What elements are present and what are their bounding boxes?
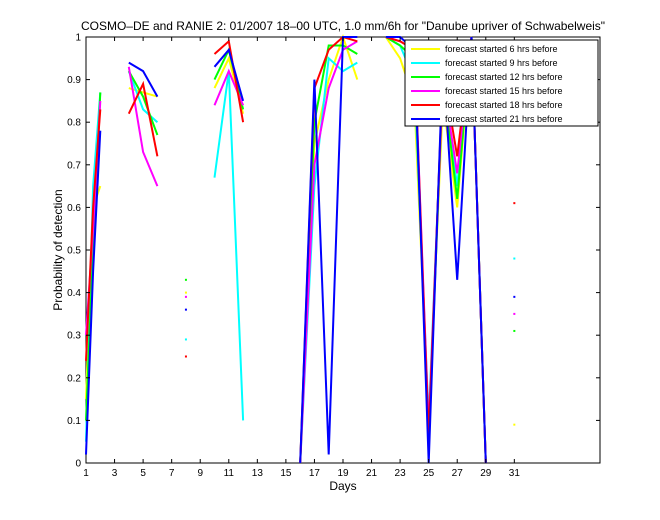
isolated-point [184,338,187,341]
x-tick-label: 17 [309,468,321,479]
series-line-segment [213,47,245,102]
x-tick-label: 15 [280,468,292,479]
series-line-segment [127,70,159,123]
isolated-point [513,295,516,298]
isolated-point [184,278,187,281]
x-tick-label: 31 [509,468,521,479]
series-line-segment [85,109,102,361]
isolated-point [184,295,187,298]
series-line-segment [85,130,102,455]
y-tick-label: 0.9 [67,75,81,86]
legend-entry-label: forecast started 9 hrs before [445,58,558,68]
x-tick-label: 1 [83,468,89,479]
series-line-segment [127,66,159,187]
y-tick-label: 0.6 [67,203,81,214]
x-tick-label: 11 [224,468,235,479]
y-axis-label: Probability of detection [51,189,65,310]
chart-title: COSMO–DE and RANIE 2: 01/2007 18–00 UTC,… [81,19,605,33]
isolated-point [184,308,187,311]
legend-entry-label: forecast started 18 hrs before [445,100,563,110]
series-line-segment [299,36,358,464]
isolated-point [513,312,516,315]
legend-entry-label: forecast started 15 hrs before [445,86,563,96]
y-axis-ticks: 0 0.1 0.2 0.3 0.4 0.5 0.6 0.7 0.8 0.9 1 [67,33,600,470]
legend-entry-label: forecast started 21 hrs before [445,114,563,124]
x-tick-label: 23 [395,468,407,479]
x-tick-label: 3 [112,468,118,479]
y-tick-label: 0.5 [67,246,81,257]
series-line-segment [127,80,159,157]
x-tick-label: 5 [140,468,146,479]
x-axis-label: Days [329,479,356,493]
y-tick-label: 0.3 [67,331,81,342]
y-tick-label: 0.4 [67,288,81,299]
legend-box [404,39,599,127]
y-tick-label: 1 [75,33,81,44]
y-tick-label: 0 [75,459,81,470]
x-tick-label: 9 [197,468,203,479]
isolated-point [184,355,187,358]
series-line-segment [128,61,159,98]
legend-entry-label: forecast started 6 hrs before [445,44,558,54]
y-tick-label: 0.8 [67,118,81,129]
isolated-point [513,257,516,260]
x-axis-ticks: 1 3 5 7 9 11 13 15 17 19 21 23 25 27 29 31 [83,37,520,479]
x-tick-label: 25 [423,468,435,479]
isolated-point [184,291,187,294]
x-tick-label: 13 [252,468,264,479]
isolated-point [513,423,516,426]
x-tick-label: 29 [480,468,492,479]
legend: forecast started 6 hrs before forecast st… [404,39,599,127]
x-tick-label: 27 [452,468,464,479]
x-tick-label: 19 [337,468,349,479]
y-tick-label: 0.7 [67,160,81,171]
x-tick-label: 7 [169,468,175,479]
isolated-point [513,329,516,332]
x-tick-label: 21 [366,468,378,479]
y-tick-label: 0.1 [67,416,81,427]
series-line-segment [299,40,358,464]
series-line-segment [213,39,245,123]
y-tick-label: 0.2 [67,373,81,384]
legend-entry-label: forecast started 12 hrs before [445,72,563,82]
series-line-segment [127,70,159,136]
isolated-point [513,202,516,205]
